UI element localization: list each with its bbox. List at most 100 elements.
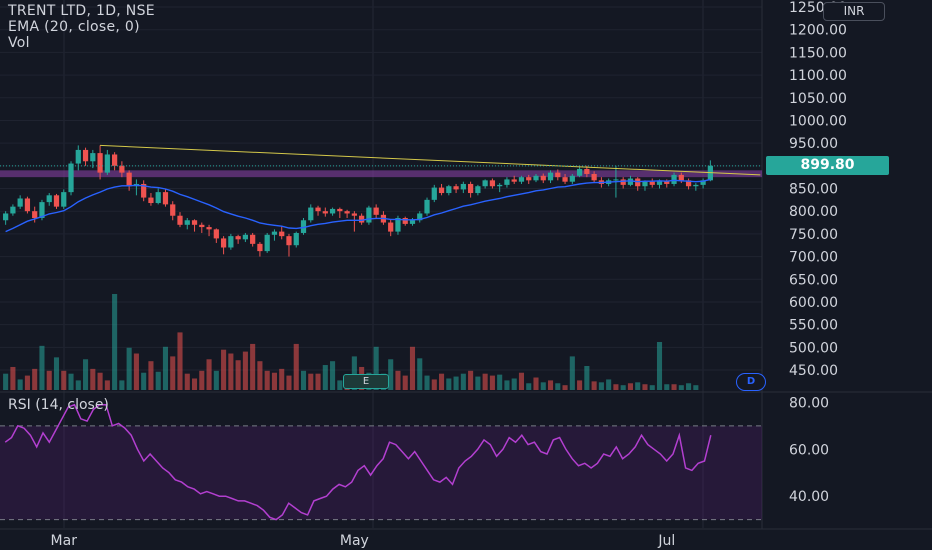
dividend-marker[interactable]: D	[736, 373, 766, 391]
candle-body	[518, 177, 525, 182]
volume-bar	[395, 370, 401, 390]
volume-bar	[83, 359, 89, 390]
time-axis[interactable]: Mar May Jul	[51, 533, 676, 549]
candle-body	[191, 220, 198, 225]
volume-bar	[613, 384, 619, 390]
volume-bar	[373, 346, 379, 390]
candle-body	[351, 213, 357, 216]
candle-body	[693, 184, 699, 187]
volume-bar	[504, 380, 510, 390]
trendline	[100, 144, 761, 176]
volume-bar	[330, 361, 336, 390]
candle-body	[409, 220, 416, 224]
candle-body	[235, 236, 241, 240]
candle-body	[177, 215, 183, 225]
volume-bar	[155, 371, 161, 390]
candle-body	[497, 184, 503, 187]
volume-bar	[293, 343, 299, 390]
candle-body	[293, 232, 299, 246]
candle-body	[97, 153, 103, 173]
volume-bar	[547, 380, 554, 390]
volume-bar	[417, 358, 423, 390]
candle-body	[170, 204, 176, 216]
candle-body	[111, 154, 118, 166]
price-axis[interactable]: 450.00 500.00 550.00 600.00 650.00 700.00 750.…	[789, 0, 847, 505]
rsi-tick-label: 80.00	[789, 395, 829, 411]
support-band	[0, 170, 762, 178]
price-tick-label: 1100.00	[789, 68, 847, 84]
volume-bar	[584, 366, 590, 390]
candle-body	[53, 195, 60, 207]
candle-body	[300, 220, 307, 233]
candle-body	[569, 175, 575, 182]
volume-bar	[213, 370, 219, 390]
candle-body	[700, 180, 706, 185]
candle-body	[671, 174, 677, 184]
volume-bar	[482, 373, 488, 390]
volume-bar	[526, 383, 532, 390]
price-tick-label: 1050.00	[789, 91, 847, 107]
candle-body	[242, 234, 249, 240]
ema-legend[interactable]: EMA (20, close, 0)	[8, 19, 140, 35]
candle-body	[213, 229, 219, 239]
volume-bar	[3, 373, 9, 390]
volume-bar	[308, 373, 314, 390]
candle-body	[366, 207, 372, 223]
candle-body	[75, 149, 81, 164]
volume-bar	[112, 294, 118, 390]
candle-body	[61, 192, 67, 207]
volume-bar	[177, 332, 183, 390]
trendline-line	[100, 144, 761, 176]
candle-body	[511, 179, 517, 182]
candle-body	[664, 181, 670, 184]
volume-bar	[191, 378, 198, 390]
volume-bar	[10, 366, 16, 390]
volume-bar	[518, 372, 525, 390]
candle-body	[591, 173, 597, 181]
volume-bar	[664, 384, 670, 390]
price-tick-label: 550.00	[789, 318, 838, 334]
candle-body	[395, 217, 401, 232]
volume-bar	[569, 356, 575, 390]
earnings-marker[interactable]: E	[343, 374, 389, 389]
candle-body	[206, 227, 212, 230]
volume-bar	[446, 378, 452, 390]
candle-body	[184, 220, 190, 225]
candle-body	[90, 153, 96, 162]
candle-body	[24, 198, 31, 212]
price-tick-label: 850.00	[789, 182, 838, 198]
volume-bar	[39, 345, 45, 390]
volume-bar	[90, 368, 96, 390]
candle-body	[141, 183, 147, 198]
volume-legend[interactable]: Vol	[8, 35, 30, 51]
volume-bar	[315, 373, 321, 390]
candle-body	[388, 222, 394, 232]
volume-bar	[75, 380, 81, 390]
candle-body	[613, 179, 619, 181]
currency-button[interactable]: INR	[823, 2, 885, 21]
rsi-legend[interactable]: RSI (14, close)	[8, 397, 109, 413]
volume-bar	[141, 372, 147, 390]
volume-bar	[598, 382, 604, 390]
price-tick-label: 1200.00	[789, 23, 847, 39]
volume-bar	[170, 356, 176, 390]
volume-bar	[453, 376, 459, 390]
volume-bar	[351, 356, 357, 390]
candle-body	[250, 234, 256, 244]
volume-bar	[221, 349, 227, 390]
volume-bar	[439, 373, 445, 390]
volume-bar	[686, 383, 692, 390]
candle-body	[584, 168, 590, 174]
symbol-title[interactable]: TRENT LTD, 1D, NSE	[8, 3, 155, 19]
candle-body	[264, 234, 270, 252]
candle-body	[119, 165, 125, 173]
volume-bar	[235, 360, 241, 390]
candle-body	[3, 213, 9, 221]
candle-body	[685, 180, 692, 187]
volume-bar	[649, 385, 655, 390]
candle-body	[526, 177, 532, 181]
candle-body	[482, 180, 488, 187]
price-tick-label: 650.00	[789, 272, 838, 288]
price-tick-label: 700.00	[789, 250, 838, 266]
